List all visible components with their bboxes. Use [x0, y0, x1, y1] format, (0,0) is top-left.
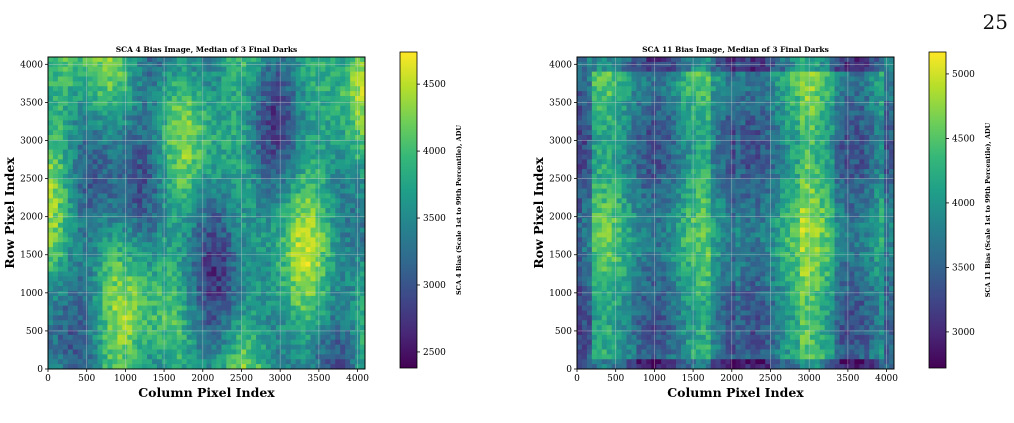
y-tick-label: 2500 [20, 175, 43, 185]
x-axis-label: Column Pixel Index [667, 385, 804, 400]
y-tick-label: 2500 [549, 175, 572, 185]
chart-title: SCA 11 Bias Image, Median of 3 Final Dar… [642, 45, 829, 54]
x-tick-label: 1000 [114, 374, 137, 384]
x-tick-label: 2000 [191, 374, 214, 384]
y-tick-label: 3000 [549, 136, 572, 146]
heatmap-image [577, 57, 895, 370]
colorbar-tick-label: 3500 [423, 214, 446, 224]
y-tick-label: 2000 [20, 213, 43, 223]
colorbar [928, 51, 947, 369]
colorbar-tick-label: 3500 [952, 263, 975, 273]
colorbar-tick-label: 5000 [952, 70, 975, 80]
chart-title: SCA 4 Bias Image, Median of 3 Final Dark… [116, 45, 298, 54]
y-tick-label: 3000 [20, 136, 43, 146]
x-tick-label: 0 [574, 374, 580, 384]
y-tick-label: 1000 [20, 289, 43, 299]
colorbar-label: SCA 11 Bias (Scale 1st to 99th Percentil… [984, 122, 992, 297]
x-tick-label: 3000 [269, 374, 292, 384]
colorbar-tick-label: 3000 [952, 328, 975, 338]
heatmap-panel-left: SCA 4 Bias Image, Median of 3 Final Dark… [2, 45, 463, 400]
colorbar-tick-label: 4000 [423, 147, 446, 157]
x-tick-label: 4000 [346, 374, 369, 384]
y-axis-label: Row Pixel Index [531, 157, 546, 269]
plot-frame [47, 56, 366, 370]
x-tick-label: 3500 [836, 374, 859, 384]
x-tick-label: 3500 [307, 374, 330, 384]
colorbar [399, 51, 418, 369]
y-tick-label: 3500 [20, 98, 43, 108]
y-tick-label: 4000 [20, 60, 43, 70]
x-axis-label: Column Pixel Index [138, 385, 275, 400]
x-tick-label: 2500 [759, 374, 782, 384]
x-tick-label: 0 [45, 374, 51, 384]
x-tick-label: 1000 [643, 374, 666, 384]
x-tick-label: 3000 [798, 374, 821, 384]
x-tick-label: 500 [607, 374, 624, 384]
colorbar-label: SCA 4 Bias (Scale 1st to 99th Percentile… [455, 125, 463, 295]
colorbar-tick-label: 4000 [952, 199, 975, 209]
y-tick-label: 500 [26, 327, 43, 337]
y-tick-label: 4000 [549, 60, 572, 70]
y-tick-label: 500 [555, 327, 572, 337]
y-tick-label: 1500 [549, 251, 572, 261]
x-tick-label: 500 [78, 374, 95, 384]
x-tick-label: 1500 [153, 374, 176, 384]
y-axis-label: Row Pixel Index [2, 157, 17, 269]
x-tick-label: 4000 [875, 374, 898, 384]
y-tick-label: 1000 [549, 289, 572, 299]
page-number: 25 [982, 10, 1008, 34]
colorbar-tick-label: 4500 [423, 80, 446, 90]
x-tick-label: 1500 [682, 374, 705, 384]
colorbar-tick-label: 4500 [952, 134, 975, 144]
colorbar-tick-label: 3000 [423, 281, 446, 291]
heatmap-image [48, 57, 366, 370]
y-tick-label: 2000 [549, 213, 572, 223]
x-tick-label: 2000 [720, 374, 743, 384]
plot-frame [576, 56, 895, 370]
y-tick-label: 1500 [20, 251, 43, 261]
x-tick-label: 2500 [230, 374, 253, 384]
colorbar-tick-label: 2500 [423, 348, 446, 358]
y-tick-label: 0 [566, 365, 572, 375]
y-tick-label: 0 [37, 365, 43, 375]
heatmap-panel-right: SCA 11 Bias Image, Median of 3 Final Dar… [531, 45, 992, 400]
y-tick-label: 3500 [549, 98, 572, 108]
